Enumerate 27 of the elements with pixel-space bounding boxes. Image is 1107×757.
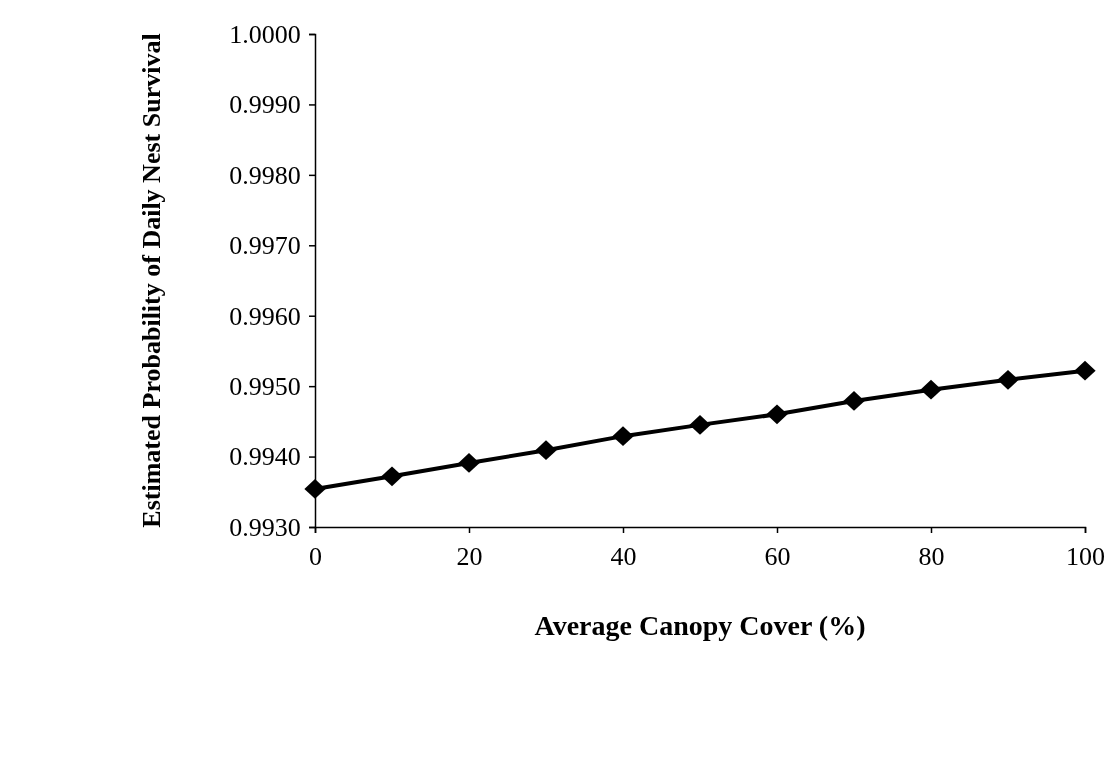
point [997,369,1019,390]
point [612,426,634,447]
y-tick-label: 1.0000 [229,19,301,49]
y-tick-label: 0.9990 [229,90,301,120]
y-tick-label: 0.9970 [229,231,301,261]
x-tick-label: 40 [610,541,637,571]
y-tick-label: 0.9980 [229,160,301,190]
point [381,466,403,487]
x-tick-label: 20 [456,541,483,571]
point [1074,360,1096,381]
point [766,404,788,425]
y-axis-title: Estimated Probability of Daily Nest Survival [137,33,166,528]
point [458,453,480,473]
y-tick-label: 0.9930 [229,512,301,542]
x-tick-label: 100 [1066,541,1105,571]
x-tick-label: 60 [764,541,791,571]
x-tick-label: 0 [309,541,322,571]
point [535,440,557,461]
y-tick-label: 0.9950 [229,371,301,401]
point [304,479,326,499]
y-tick-label: 0.9940 [229,442,301,472]
y-tick-label: 0.9960 [229,301,301,331]
point [920,379,942,400]
point [843,391,865,411]
x-axis-title: Average Canopy Cover (%) [534,610,866,641]
point [689,415,711,435]
x-tick-label: 80 [918,541,945,571]
